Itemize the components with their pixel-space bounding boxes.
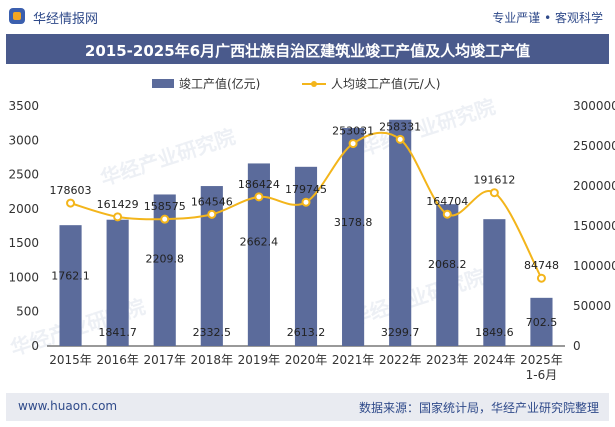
chart-canvas: 华经产业研究院华经产业研究院华经产业研究院华经产业研究院 竣工产值(亿元)人均竣…	[8, 76, 615, 382]
footer-url: www.huaon.com	[18, 399, 118, 413]
bar-value-label-8: 2068.2	[428, 258, 467, 271]
line-marker-3	[207, 209, 217, 219]
bar-10	[530, 297, 553, 346]
bar-9	[483, 219, 506, 346]
bar-5	[294, 166, 318, 346]
line-marker-1	[113, 212, 123, 222]
bar-value-label-0: 1762.1	[51, 270, 90, 283]
line-marker-6	[348, 139, 358, 149]
y-left-tick-label-0: 0	[31, 339, 39, 353]
brand-logo-icon	[9, 8, 25, 24]
data-labels: 1762.1 1841.7 2209.8 2332.5 2662.4 2613.2 3178…	[50, 120, 559, 339]
line-marker-0	[66, 198, 76, 208]
bar-7	[389, 119, 412, 346]
bar-8	[436, 204, 459, 346]
bar-1	[106, 219, 129, 346]
y-right-tick-label-0: 0	[573, 339, 581, 353]
legend-line-label: 人均竣工产值(元/人)	[331, 76, 440, 91]
y-left-tick-label-4: 2000	[8, 202, 39, 216]
line-value-label-6: 253031	[332, 125, 374, 138]
legend-bar-swatch	[152, 79, 174, 88]
x-tick-label-10: 2025年 1-6月	[520, 353, 563, 382]
line-marker-10	[536, 273, 546, 283]
bar-value-label-7: 3299.7	[381, 326, 420, 339]
watermark-text-3: 华经产业研究院	[348, 264, 489, 330]
top-bar: 华经情报网 专业严谨 • 客观科学	[0, 0, 615, 34]
bar-value-label-5: 2613.2	[287, 326, 326, 339]
x-tick-label-2: 2017年	[143, 353, 186, 367]
bar-6	[342, 128, 365, 346]
line-value-label-0: 178603	[50, 184, 92, 197]
line-value-label-10: 84748	[524, 259, 559, 272]
x-tick-label-3: 2018年	[191, 353, 234, 367]
y-right-tick-label-2: 100000	[573, 259, 615, 273]
line-value-label-1: 161429	[97, 198, 139, 211]
x-tick-label-5: 2020年	[285, 353, 328, 367]
x-tick-label-0: 2015年	[49, 353, 92, 367]
title-bar: 2015-2025年6月广西壮族自治区建筑业竣工产值及人均竣工产值	[6, 34, 609, 64]
line-marker-7	[395, 134, 405, 144]
line-value-label-2: 158575	[144, 200, 186, 213]
bar-series	[59, 119, 553, 346]
x-tick-label-9: 2024年	[473, 353, 516, 367]
x-tick-label-7: 2022年	[379, 353, 422, 367]
line-value-label-5: 179745	[285, 183, 327, 196]
legend-line-marker	[311, 81, 317, 87]
chart-title: 2015-2025年6月广西壮族自治区建筑业竣工产值及人均竣工产值	[84, 42, 531, 60]
line-marker-8	[442, 209, 452, 219]
bar-value-label-2: 2209.8	[145, 253, 184, 266]
bar-3	[200, 186, 223, 346]
watermark-text-0: 华经产业研究院	[98, 124, 239, 190]
bar-0	[59, 225, 82, 346]
line-marker-2	[160, 214, 170, 224]
bar-4	[247, 163, 270, 346]
bar-value-label-3: 2332.5	[193, 326, 232, 339]
bar-value-label-9: 1849.6	[475, 326, 514, 339]
x-tick-label-8: 2023年	[426, 353, 469, 367]
y-right-tick-label-3: 150000	[573, 219, 615, 233]
brand-tagline: 专业严谨 • 客观科学	[492, 11, 603, 25]
y-right-tick-label-5: 250000	[573, 139, 615, 153]
x-tick-label-6: 2021年	[332, 353, 375, 367]
line-value-label-3: 164546	[191, 195, 233, 208]
footer-bar: www.huaon.com 数据来源：国家统计局，华经产业研究院整理	[6, 393, 609, 421]
line-value-label-9: 191612	[473, 174, 515, 187]
line-marker-4	[254, 192, 264, 202]
bar-value-label-10: 702.5	[526, 316, 558, 329]
line-value-label-7: 258331	[379, 120, 421, 133]
y-left-tick-label-3: 1500	[8, 236, 39, 250]
line-marker-5	[301, 197, 311, 207]
brand-name: 华经情报网	[33, 12, 99, 27]
bar-value-label-4: 2662.4	[240, 236, 279, 249]
x-tick-label-1: 2016年	[96, 353, 139, 367]
legend-bar-label: 竣工产值(亿元)	[179, 76, 260, 91]
bar-2	[153, 194, 176, 346]
chart-legend: 竣工产值(亿元) 人均竣工产值(元/人)	[152, 76, 440, 91]
y-left-tick-label-1: 500	[16, 305, 39, 319]
line-path	[70, 131, 543, 279]
bar-value-label-1: 1841.7	[98, 326, 137, 339]
y-left-tick-label-6: 3000	[8, 133, 39, 147]
y-left-tick-label-5: 2500	[8, 168, 39, 182]
line-marker-9	[489, 188, 499, 198]
y-left-tick-label-2: 1000	[8, 270, 39, 284]
y-right-tick-label-4: 200000	[573, 179, 615, 193]
x-tick-label-4: 2019年	[238, 353, 281, 367]
y-right-tick-label-1: 50000	[573, 299, 611, 313]
line-value-label-4: 186424	[238, 178, 280, 191]
bar-value-label-6: 3178.8	[334, 216, 373, 229]
y-left-tick-label-7: 3500	[8, 99, 39, 113]
footer-source: 数据来源：国家统计局，华经产业研究院整理	[358, 401, 599, 415]
y-right-tick-label-6: 300000	[573, 99, 615, 113]
line-value-label-8: 164704	[426, 195, 468, 208]
line-series	[66, 131, 546, 283]
